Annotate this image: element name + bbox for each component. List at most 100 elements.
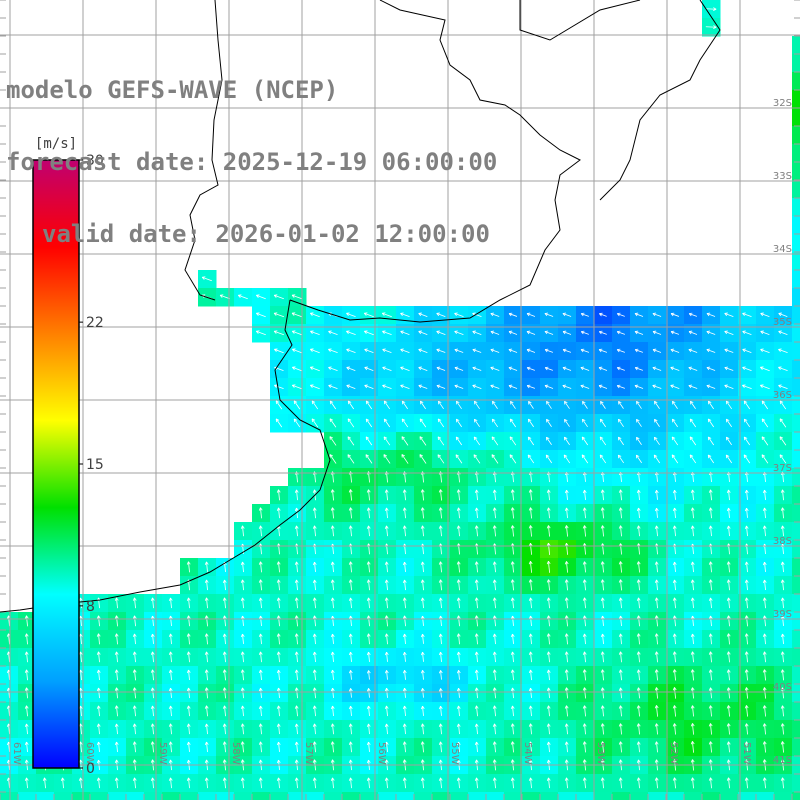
wind-arrow (617, 436, 624, 446)
speed-cell (792, 54, 800, 73)
wind-arrow (402, 723, 407, 735)
wind-arrow (708, 777, 713, 789)
wind-arrow (492, 579, 497, 591)
wind-arrow (510, 597, 515, 609)
wind-arrow (528, 705, 533, 717)
wind-arrow (364, 384, 374, 389)
wind-arrow (419, 436, 427, 446)
wind-arrow (564, 400, 570, 409)
wind-arrow (528, 615, 533, 627)
wind-arrow (779, 400, 787, 410)
wind-arrow (671, 418, 678, 428)
speed-cell (468, 792, 487, 800)
wind-arrow (708, 651, 713, 663)
wind-arrow (24, 687, 29, 699)
wind-arrow (528, 669, 533, 681)
wind-arrow (618, 705, 623, 717)
valid-date: valid date: 2026-01-02 12:00:00 (42, 220, 490, 248)
wind-arrow (724, 366, 734, 371)
wind-arrow (346, 366, 356, 371)
wind-arrow (636, 418, 642, 427)
wind-arrow (653, 454, 661, 464)
wind-arrow (509, 436, 517, 446)
wind-arrow (600, 579, 605, 591)
wind-arrow (600, 687, 605, 699)
wind-arrow (546, 633, 551, 645)
wind-arrow (564, 651, 569, 663)
wind-arrow (778, 312, 788, 317)
wind-arrow (672, 705, 677, 717)
wind-arrow (402, 597, 407, 609)
wind-arrow (275, 418, 283, 428)
wind-arrow (348, 741, 353, 753)
wind-arrow (742, 312, 752, 318)
wind-arrow (401, 400, 409, 410)
speed-cell (792, 396, 800, 415)
wind-arrow (672, 633, 677, 645)
wind-arrow (366, 688, 371, 698)
wind-arrow (726, 597, 731, 609)
wind-arrow (544, 384, 554, 389)
wind-arrow (528, 579, 533, 591)
wind-arrow (384, 615, 389, 627)
wind-arrow (688, 348, 698, 353)
wind-arrow (780, 597, 785, 609)
wind-arrow (779, 418, 787, 428)
wind-arrow (672, 741, 677, 753)
wind-arrow (348, 579, 353, 591)
wind-arrow (689, 418, 697, 428)
wind-arrow (276, 633, 281, 645)
speed-cell (792, 486, 800, 505)
wind-arrow (474, 723, 479, 735)
wind-arrow (348, 489, 353, 501)
wind-arrow (726, 507, 731, 519)
wind-arrow (240, 723, 245, 735)
wind-arrow (562, 384, 572, 389)
speed-cell (792, 36, 800, 55)
wind-arrow (275, 400, 283, 410)
wind-arrow (690, 705, 695, 717)
wind-arrow (474, 615, 479, 627)
wind-arrow (762, 687, 767, 699)
wind-arrow (273, 330, 284, 336)
wind-arrow (744, 705, 749, 717)
speed-cell (90, 792, 109, 800)
wind-arrow (724, 330, 734, 335)
speed-cell (792, 108, 800, 127)
wind-arrow (582, 579, 587, 591)
wind-arrow (618, 597, 623, 609)
wind-arrow (600, 561, 605, 573)
wind-arrow (526, 330, 536, 335)
wind-arrow (672, 579, 677, 591)
wind-arrow (708, 489, 713, 501)
wind-arrow (762, 741, 767, 753)
wind-arrow (563, 454, 571, 464)
speed-cell (612, 792, 631, 800)
wind-arrow (96, 705, 101, 717)
wind-arrow (168, 723, 173, 735)
wind-arrow (455, 454, 463, 464)
wind-arrow (599, 418, 606, 428)
wind-arrow (311, 418, 319, 428)
wind-arrow (310, 330, 320, 336)
wind-arrow (742, 366, 752, 372)
wind-arrow (274, 348, 284, 354)
wind-arrow (762, 669, 767, 681)
wind-arrow (420, 651, 425, 662)
wind-arrow (636, 400, 642, 409)
wind-arrow (708, 507, 713, 519)
wind-arrow (778, 384, 788, 390)
wind-arrow (402, 525, 407, 537)
lon-label: 55W (449, 742, 460, 765)
wind-arrow (420, 723, 425, 735)
wind-arrow (132, 777, 137, 789)
wind-arrow (366, 579, 371, 591)
wind-arrow (150, 777, 155, 789)
wind-arrow (490, 312, 500, 317)
wind-arrow (780, 705, 785, 717)
wind-arrow (600, 401, 606, 409)
wind-arrow (546, 615, 551, 627)
wind-arrow (365, 436, 373, 446)
wind-arrow (456, 597, 461, 609)
speed-cell (792, 324, 800, 343)
